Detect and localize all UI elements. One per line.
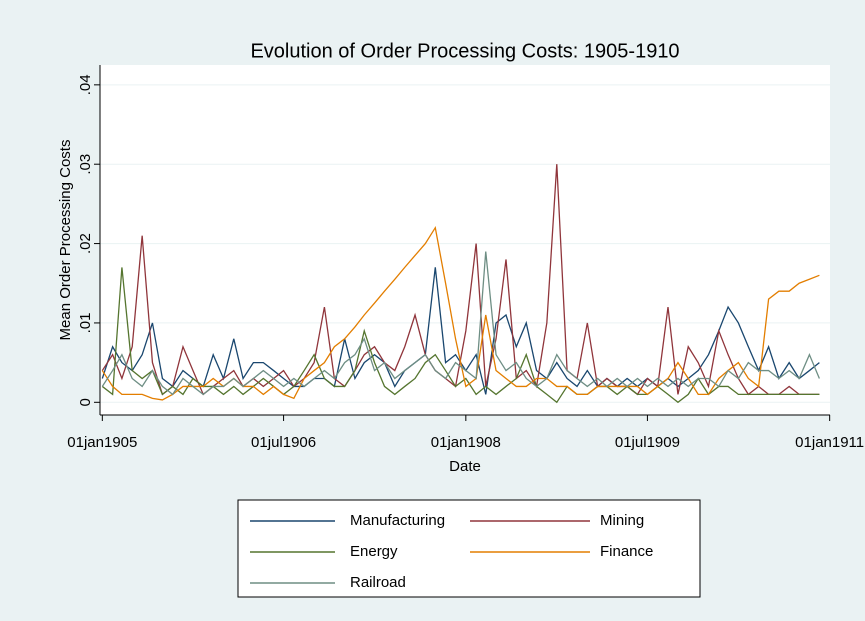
series-line xyxy=(101,267,820,404)
legend-label: Railroad xyxy=(350,574,406,591)
legend-label: Energy xyxy=(350,543,398,560)
y-tick-label: .04 xyxy=(77,74,94,95)
y-tick-label: .01 xyxy=(77,313,94,334)
x-tick-label: 01jan1905 xyxy=(67,434,137,451)
x-tick-label: 01jan1911 xyxy=(795,434,864,451)
x-axis-label: Date xyxy=(449,458,481,475)
x-tick-label: 01jan1908 xyxy=(431,434,501,451)
chart-title: Evolution of Order Processing Costs: 190… xyxy=(250,40,679,62)
y-tick-label: 0 xyxy=(77,398,94,406)
legend xyxy=(237,499,701,598)
series-line xyxy=(101,225,820,401)
x-tick-label: 01jul1909 xyxy=(615,434,680,451)
plot-area xyxy=(100,65,830,415)
legend-label: Mining xyxy=(600,512,644,529)
y-tick-label: .03 xyxy=(77,154,94,175)
series-line xyxy=(101,164,820,396)
y-tick-label: .02 xyxy=(77,233,94,254)
x-tick-label: 01jul1906 xyxy=(251,434,316,451)
y-axis-label: Mean Order Processing Costs xyxy=(57,140,74,341)
legend-label: Finance xyxy=(600,543,653,560)
series-line xyxy=(101,251,820,396)
legend-label: Manufacturing xyxy=(350,512,445,529)
